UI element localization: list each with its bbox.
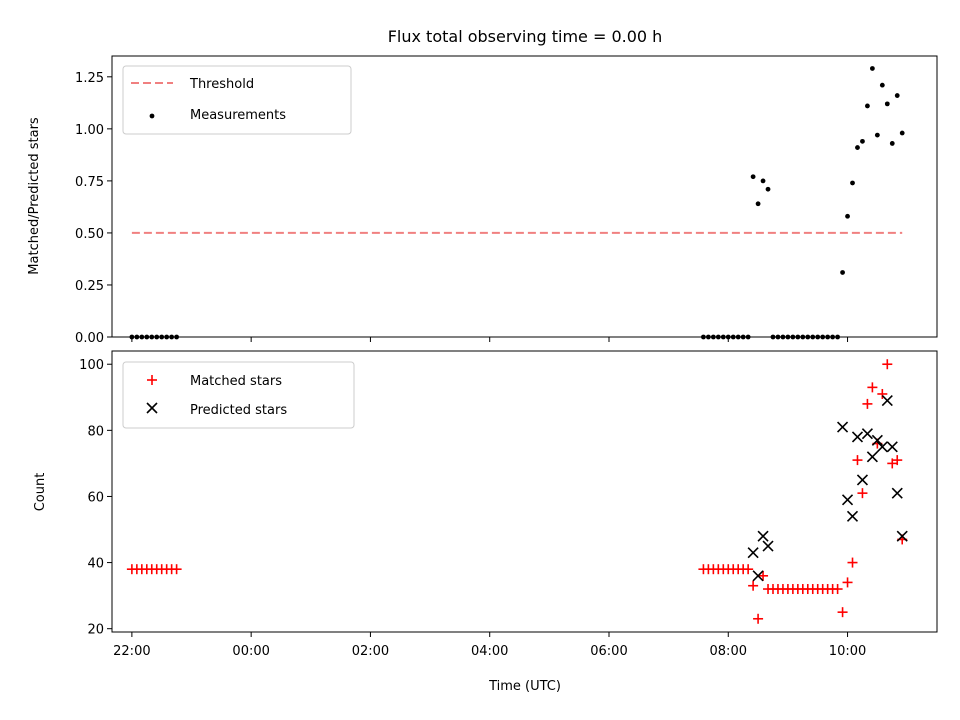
measurement-point [860, 138, 865, 144]
top-yticks: 0.00 0.25 0.50 0.75 1.00 1.25 [75, 71, 112, 346]
measurement-point [874, 132, 880, 138]
matched-star-point [877, 388, 888, 399]
matched-star-point [882, 359, 893, 370]
x-axis-label: Time (UTC) [488, 679, 561, 694]
matched-star-point [862, 398, 873, 409]
predicted-star-point [856, 474, 869, 486]
bottom-ytick-label: 40 [87, 557, 104, 572]
bottom-series [126, 359, 908, 624]
predicted-star-point [876, 441, 888, 453]
legend-predicted-label: Predicted stars [190, 403, 287, 418]
predicted-star-point [891, 487, 903, 499]
measurement-point [850, 180, 855, 186]
xtick-label: 22:00 [113, 644, 150, 659]
predicted-star-point [896, 530, 908, 542]
top-xticks [131, 337, 849, 342]
legend-matched-label: Matched stars [190, 374, 282, 389]
matched-star-point [743, 564, 754, 575]
predicted-star-point [747, 547, 759, 559]
predicted-star-point [846, 510, 859, 522]
measurement-point [840, 270, 845, 275]
measurement-point [865, 103, 870, 109]
legend-measurements-swatch [149, 113, 155, 119]
measurement-point [869, 66, 875, 71]
matched-star-point [832, 584, 843, 595]
xtick-label: 02:00 [352, 644, 389, 659]
measurement-point [879, 82, 885, 88]
top-axes-frame [111, 55, 938, 338]
bottom-ytick-label: 100 [79, 358, 104, 373]
matched-star-point [847, 557, 858, 568]
top-legend: Threshold Measurements [122, 65, 352, 135]
top-series [129, 66, 905, 340]
bottom-y-axis-label: Count [33, 473, 48, 512]
matched-star-point [857, 488, 868, 499]
legend-threshold-label: Threshold [189, 77, 254, 92]
measurement-point [760, 178, 766, 184]
top-ytick-label: 0.75 [75, 175, 104, 190]
measurement-point [894, 93, 900, 98]
measurement-point [855, 145, 860, 150]
predicted-star-point [861, 428, 873, 440]
predicted-star-point [866, 451, 878, 463]
measurement-point [765, 186, 771, 192]
xtick-label: 08:00 [710, 644, 747, 659]
xtick-label: 10:00 [829, 644, 866, 659]
legend-predicted-swatch [146, 402, 158, 414]
measurement-point [889, 141, 895, 146]
legend-matched-swatch [147, 375, 157, 385]
bottom-xticks: 22:00 00:00 02:00 04:00 06:00 08:00 10:00 [113, 632, 866, 659]
top-panel: Flux total observing time = 0.00 h 0.000… [27, 27, 938, 346]
predicted-star-point [837, 421, 849, 433]
bottom-yticks: 20 40 60 80 100 [79, 358, 112, 638]
predicted-star-point [886, 441, 898, 453]
matched-star-point [837, 607, 848, 618]
legend-measurements-label: Measurements [190, 108, 286, 123]
matched-star-point [892, 455, 903, 466]
matched-star-point [753, 613, 764, 624]
predicted-star-point [871, 434, 883, 446]
measurement-point [750, 174, 756, 180]
top-ytick-label: 1.25 [75, 71, 104, 86]
xtick-label: 06:00 [590, 644, 627, 659]
predicted-star-point [757, 530, 769, 542]
matched-star-point [748, 580, 759, 591]
xtick-label: 00:00 [232, 644, 269, 659]
matched-star-point [842, 577, 853, 588]
predicted-star-point [752, 570, 764, 582]
bottom-axes-frame [111, 350, 938, 633]
bottom-panel: 20 40 60 80 100 22:00 00:00 02:00 04:00 06:00 08:… [33, 350, 938, 694]
measurement-point [845, 213, 850, 219]
matched-star-point [758, 570, 769, 581]
bottom-ytick-label: 60 [87, 490, 104, 505]
top-ytick-label: 0.50 [75, 227, 104, 242]
bottom-legend: Matched stars Predicted stars [122, 361, 355, 429]
predicted-star-point [762, 540, 774, 552]
predicted-star-point [851, 431, 864, 443]
top-legend-box [122, 65, 352, 135]
predicted-star-point [881, 395, 893, 407]
bottom-ytick-label: 80 [87, 424, 104, 439]
measurement-point [884, 101, 890, 107]
measurement-point [899, 130, 905, 136]
matched-star-point [852, 455, 863, 466]
bottom-legend-box [122, 361, 355, 429]
predicted-star-point [841, 494, 854, 506]
top-ytick-label: 0.25 [75, 279, 104, 294]
matched-star-point [171, 564, 182, 575]
top-ytick-label: 1.00 [75, 123, 104, 138]
top-ytick-label: 0.00 [75, 331, 104, 346]
bottom-ytick-label: 20 [87, 623, 104, 638]
xtick-label: 04:00 [471, 644, 508, 659]
matched-star-point [867, 382, 878, 393]
top-y-axis-label: Matched/Predicted stars [27, 117, 42, 275]
chart-title: Flux total observing time = 0.00 h [388, 27, 663, 46]
measurement-point [755, 201, 761, 207]
